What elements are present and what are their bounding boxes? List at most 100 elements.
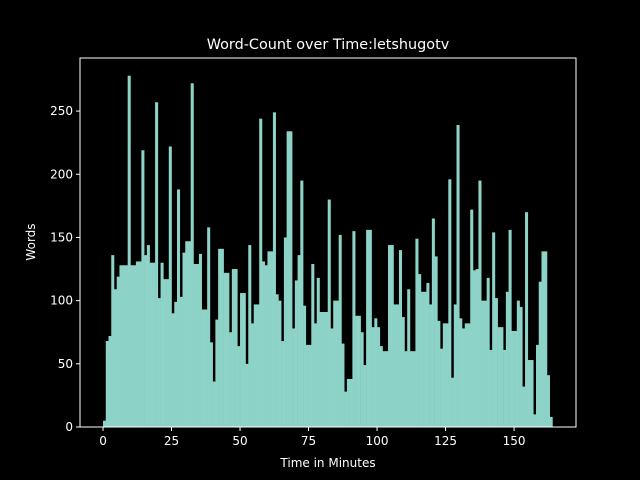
bar [366, 229, 370, 427]
bar [207, 227, 211, 427]
bar [527, 360, 531, 427]
bar [546, 375, 550, 427]
x-tick-label: 75 [301, 434, 316, 448]
bar [412, 351, 416, 427]
bar [330, 328, 334, 427]
bar [519, 306, 523, 427]
bar [286, 131, 290, 427]
bar [453, 304, 457, 427]
bar [533, 414, 537, 427]
bar [464, 323, 468, 427]
bar [160, 262, 164, 427]
bar [264, 265, 268, 427]
bar [404, 351, 408, 427]
bar [177, 189, 181, 427]
bar [349, 378, 353, 427]
bar [393, 304, 397, 427]
bar [253, 304, 257, 427]
bar [133, 265, 137, 427]
bar [379, 346, 383, 427]
bar [135, 261, 139, 427]
bar [352, 231, 356, 427]
bar [209, 342, 213, 427]
bar [456, 124, 460, 428]
bar [215, 319, 219, 427]
bar [152, 262, 156, 427]
x-tick-label: 0 [99, 434, 107, 448]
bar [346, 378, 350, 427]
bar [481, 300, 485, 427]
bar [261, 261, 265, 427]
bar [497, 327, 501, 427]
bar [149, 262, 153, 427]
bar [122, 265, 126, 427]
bar [440, 348, 444, 427]
bar [390, 245, 394, 427]
bar [459, 318, 463, 427]
bar [374, 318, 378, 427]
bar [357, 315, 361, 427]
bar [141, 150, 145, 427]
bar [155, 102, 159, 427]
bar [294, 280, 298, 427]
bar [396, 304, 400, 427]
bar [250, 323, 255, 427]
bar [544, 251, 548, 427]
bar [327, 199, 331, 427]
bar [314, 323, 318, 427]
bar [105, 341, 109, 427]
bar [124, 265, 128, 427]
bar [382, 351, 386, 427]
bar [146, 245, 150, 427]
bar [226, 272, 230, 427]
bar [292, 328, 296, 427]
bar [198, 253, 202, 427]
bar [119, 265, 123, 427]
bar [483, 300, 487, 427]
bar [245, 363, 249, 427]
plot-area [103, 75, 553, 428]
bar [308, 344, 312, 427]
bar [113, 289, 118, 427]
bar [196, 263, 200, 427]
bar [305, 344, 309, 427]
bar [478, 180, 482, 427]
bar [420, 291, 424, 427]
bar [538, 281, 542, 427]
bar [237, 346, 241, 427]
bar [338, 234, 342, 427]
bar [201, 309, 205, 427]
bar [492, 232, 496, 427]
bar [415, 238, 419, 427]
bar [163, 279, 167, 427]
bar [401, 317, 405, 427]
y-tick-label: 100 [50, 294, 73, 308]
bar [426, 282, 430, 427]
y-tick-label: 50 [58, 357, 73, 371]
bar [190, 83, 194, 427]
bar [494, 298, 498, 427]
bar [429, 304, 433, 427]
bar [505, 291, 509, 427]
x-axis-label: Time in Minutes [279, 456, 375, 470]
y-tick-label: 200 [50, 167, 73, 181]
bar [324, 312, 329, 427]
bar [418, 274, 422, 427]
bar [218, 248, 222, 427]
x-tick-label: 50 [232, 434, 247, 448]
bar [234, 269, 238, 427]
bar [451, 377, 455, 427]
bar [204, 309, 208, 427]
bar [103, 420, 107, 427]
bar [445, 323, 449, 427]
bar [272, 112, 276, 427]
bar [423, 291, 427, 427]
bar [187, 241, 192, 427]
bar [341, 343, 345, 427]
bar [388, 245, 392, 427]
bar [335, 300, 339, 427]
bar [275, 294, 279, 427]
y-axis-label: Words [24, 223, 38, 260]
bar [398, 250, 403, 427]
